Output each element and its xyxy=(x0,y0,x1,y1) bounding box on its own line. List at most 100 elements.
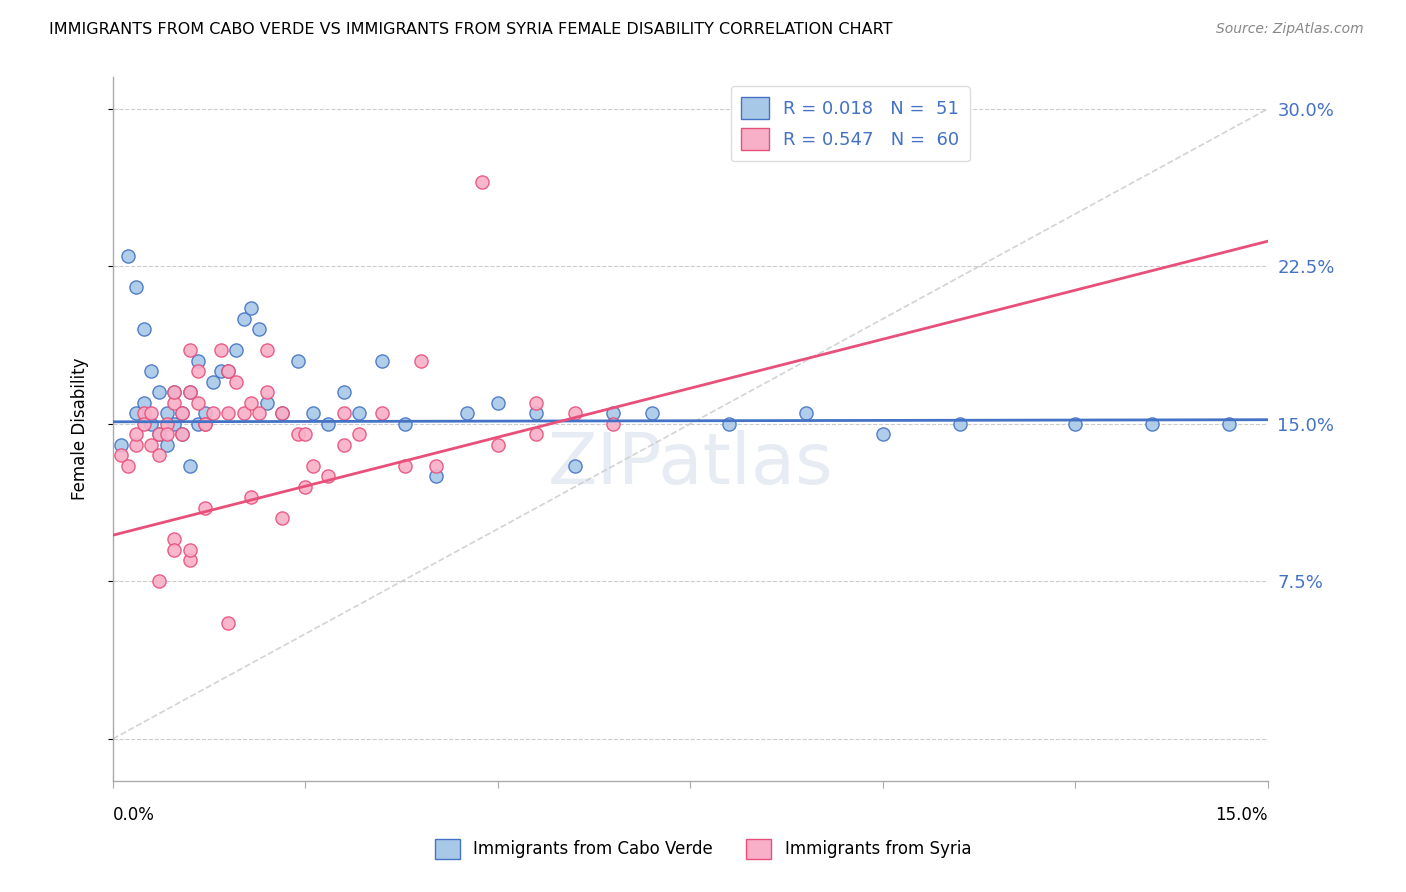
Text: IMMIGRANTS FROM CABO VERDE VS IMMIGRANTS FROM SYRIA FEMALE DISABILITY CORRELATIO: IMMIGRANTS FROM CABO VERDE VS IMMIGRANTS… xyxy=(49,22,893,37)
Point xyxy=(179,385,201,400)
Legend: R = 0.018   N =  51, R = 0.547   N =  60: R = 0.018 N = 51, R = 0.547 N = 60 xyxy=(731,87,970,161)
Point xyxy=(394,458,416,473)
Point xyxy=(524,427,547,442)
Point xyxy=(347,406,370,420)
Point xyxy=(217,616,239,631)
Point xyxy=(148,449,170,463)
Point xyxy=(717,417,740,431)
Point xyxy=(125,427,148,442)
Point xyxy=(302,406,325,420)
Point xyxy=(247,406,270,420)
Point xyxy=(456,406,478,420)
Point xyxy=(271,406,294,420)
Point xyxy=(186,396,208,410)
Point xyxy=(217,364,239,378)
Point xyxy=(1218,417,1240,431)
Point xyxy=(409,354,432,368)
Point xyxy=(110,438,132,452)
Point xyxy=(163,396,186,410)
Point xyxy=(148,385,170,400)
Point xyxy=(163,417,186,431)
Point xyxy=(163,385,186,400)
Point xyxy=(179,458,201,473)
Y-axis label: Female Disability: Female Disability xyxy=(72,358,89,500)
Point xyxy=(232,312,254,326)
Point xyxy=(163,533,186,547)
Point xyxy=(240,491,263,505)
Point xyxy=(117,458,139,473)
Text: 0.0%: 0.0% xyxy=(112,806,155,824)
Point xyxy=(333,406,356,420)
Point xyxy=(125,438,148,452)
Point xyxy=(117,249,139,263)
Point xyxy=(486,438,509,452)
Point xyxy=(179,553,201,567)
Point xyxy=(194,417,217,431)
Text: ZIPatlas: ZIPatlas xyxy=(547,430,834,499)
Point xyxy=(247,322,270,336)
Point xyxy=(217,364,239,378)
Point xyxy=(641,406,664,420)
Point xyxy=(209,343,232,358)
Point xyxy=(318,469,340,483)
Point xyxy=(148,427,170,442)
Point xyxy=(872,427,894,442)
Point xyxy=(156,406,179,420)
Point xyxy=(201,375,224,389)
Point xyxy=(347,427,370,442)
Point xyxy=(524,406,547,420)
Point xyxy=(156,417,179,431)
Point xyxy=(333,438,356,452)
Point xyxy=(294,427,316,442)
Point xyxy=(1064,417,1087,431)
Point xyxy=(132,322,155,336)
Point xyxy=(148,427,170,442)
Point xyxy=(333,385,356,400)
Point xyxy=(186,417,208,431)
Point xyxy=(524,396,547,410)
Point xyxy=(179,385,201,400)
Point xyxy=(794,406,817,420)
Point xyxy=(225,375,247,389)
Point xyxy=(394,417,416,431)
Point xyxy=(217,406,239,420)
Point xyxy=(132,406,155,420)
Point xyxy=(141,438,163,452)
Point xyxy=(564,458,586,473)
Point xyxy=(256,396,278,410)
Point xyxy=(602,417,624,431)
Point xyxy=(425,458,447,473)
Point xyxy=(287,427,309,442)
Point xyxy=(172,427,194,442)
Point xyxy=(172,406,194,420)
Point xyxy=(240,301,263,316)
Point xyxy=(194,417,217,431)
Point xyxy=(371,354,394,368)
Point xyxy=(194,406,217,420)
Point xyxy=(271,511,294,525)
Point xyxy=(172,406,194,420)
Point xyxy=(232,406,254,420)
Point xyxy=(471,176,494,190)
Point xyxy=(271,406,294,420)
Point xyxy=(179,542,201,557)
Point xyxy=(287,354,309,368)
Point xyxy=(156,427,179,442)
Point xyxy=(194,500,217,515)
Point xyxy=(1140,417,1163,431)
Point xyxy=(141,417,163,431)
Point xyxy=(132,417,155,431)
Point xyxy=(125,406,148,420)
Point xyxy=(163,542,186,557)
Point xyxy=(256,343,278,358)
Text: 15.0%: 15.0% xyxy=(1215,806,1268,824)
Point xyxy=(110,449,132,463)
Point xyxy=(294,480,316,494)
Point xyxy=(156,438,179,452)
Point xyxy=(186,354,208,368)
Point xyxy=(602,406,624,420)
Point xyxy=(125,280,148,294)
Point xyxy=(240,396,263,410)
Point xyxy=(371,406,394,420)
Point xyxy=(132,396,155,410)
